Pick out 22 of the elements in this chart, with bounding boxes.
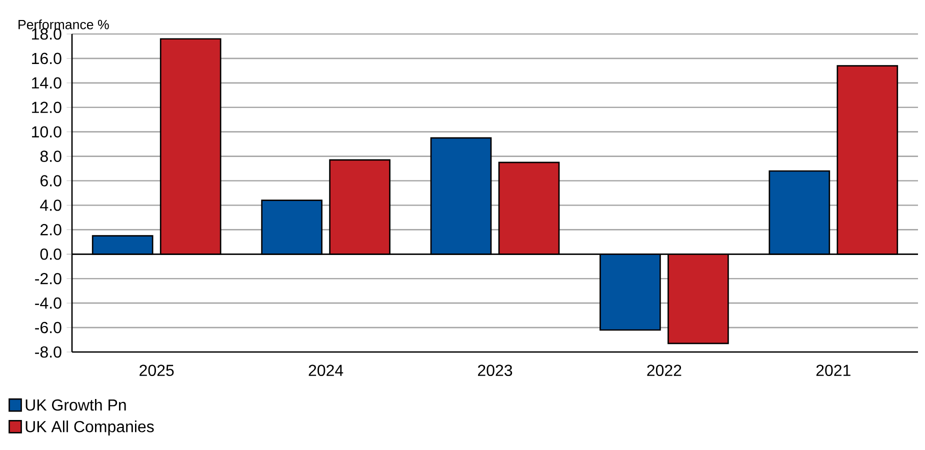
y-tick-label: -6.0 [35, 322, 62, 334]
legend-label: UK All Companies [26, 420, 154, 436]
x-tick-label: 2021 [816, 364, 850, 376]
y-tick-label: 12.0 [32, 102, 62, 114]
y-tick-label: 18.0 [32, 28, 62, 40]
x-tick-label: 2025 [140, 364, 174, 376]
y-tick-label: 14.0 [32, 77, 62, 89]
y-tick-label: -2.0 [35, 272, 62, 284]
y-tick-label: 6.0 [40, 175, 62, 186]
legend-label: UK Growth Pn [26, 398, 126, 411]
y-tick-label: 2.0 [40, 224, 62, 236]
y-axis-title: Performance % [18, 20, 109, 30]
y-tick-label: 8.0 [40, 150, 62, 162]
y-tick-label: 4.0 [40, 200, 62, 211]
y-tick-label: 16.0 [32, 52, 62, 64]
x-tick-label: 2023 [478, 364, 512, 376]
y-tick-label: -8.0 [35, 346, 62, 358]
y-tick-label: -4.0 [35, 297, 62, 309]
x-tick-label: 2022 [647, 364, 682, 376]
y-tick-label: 0.0 [40, 248, 62, 260]
x-tick-label: 2024 [308, 364, 344, 376]
y-tick-label: 10.0 [32, 126, 62, 138]
